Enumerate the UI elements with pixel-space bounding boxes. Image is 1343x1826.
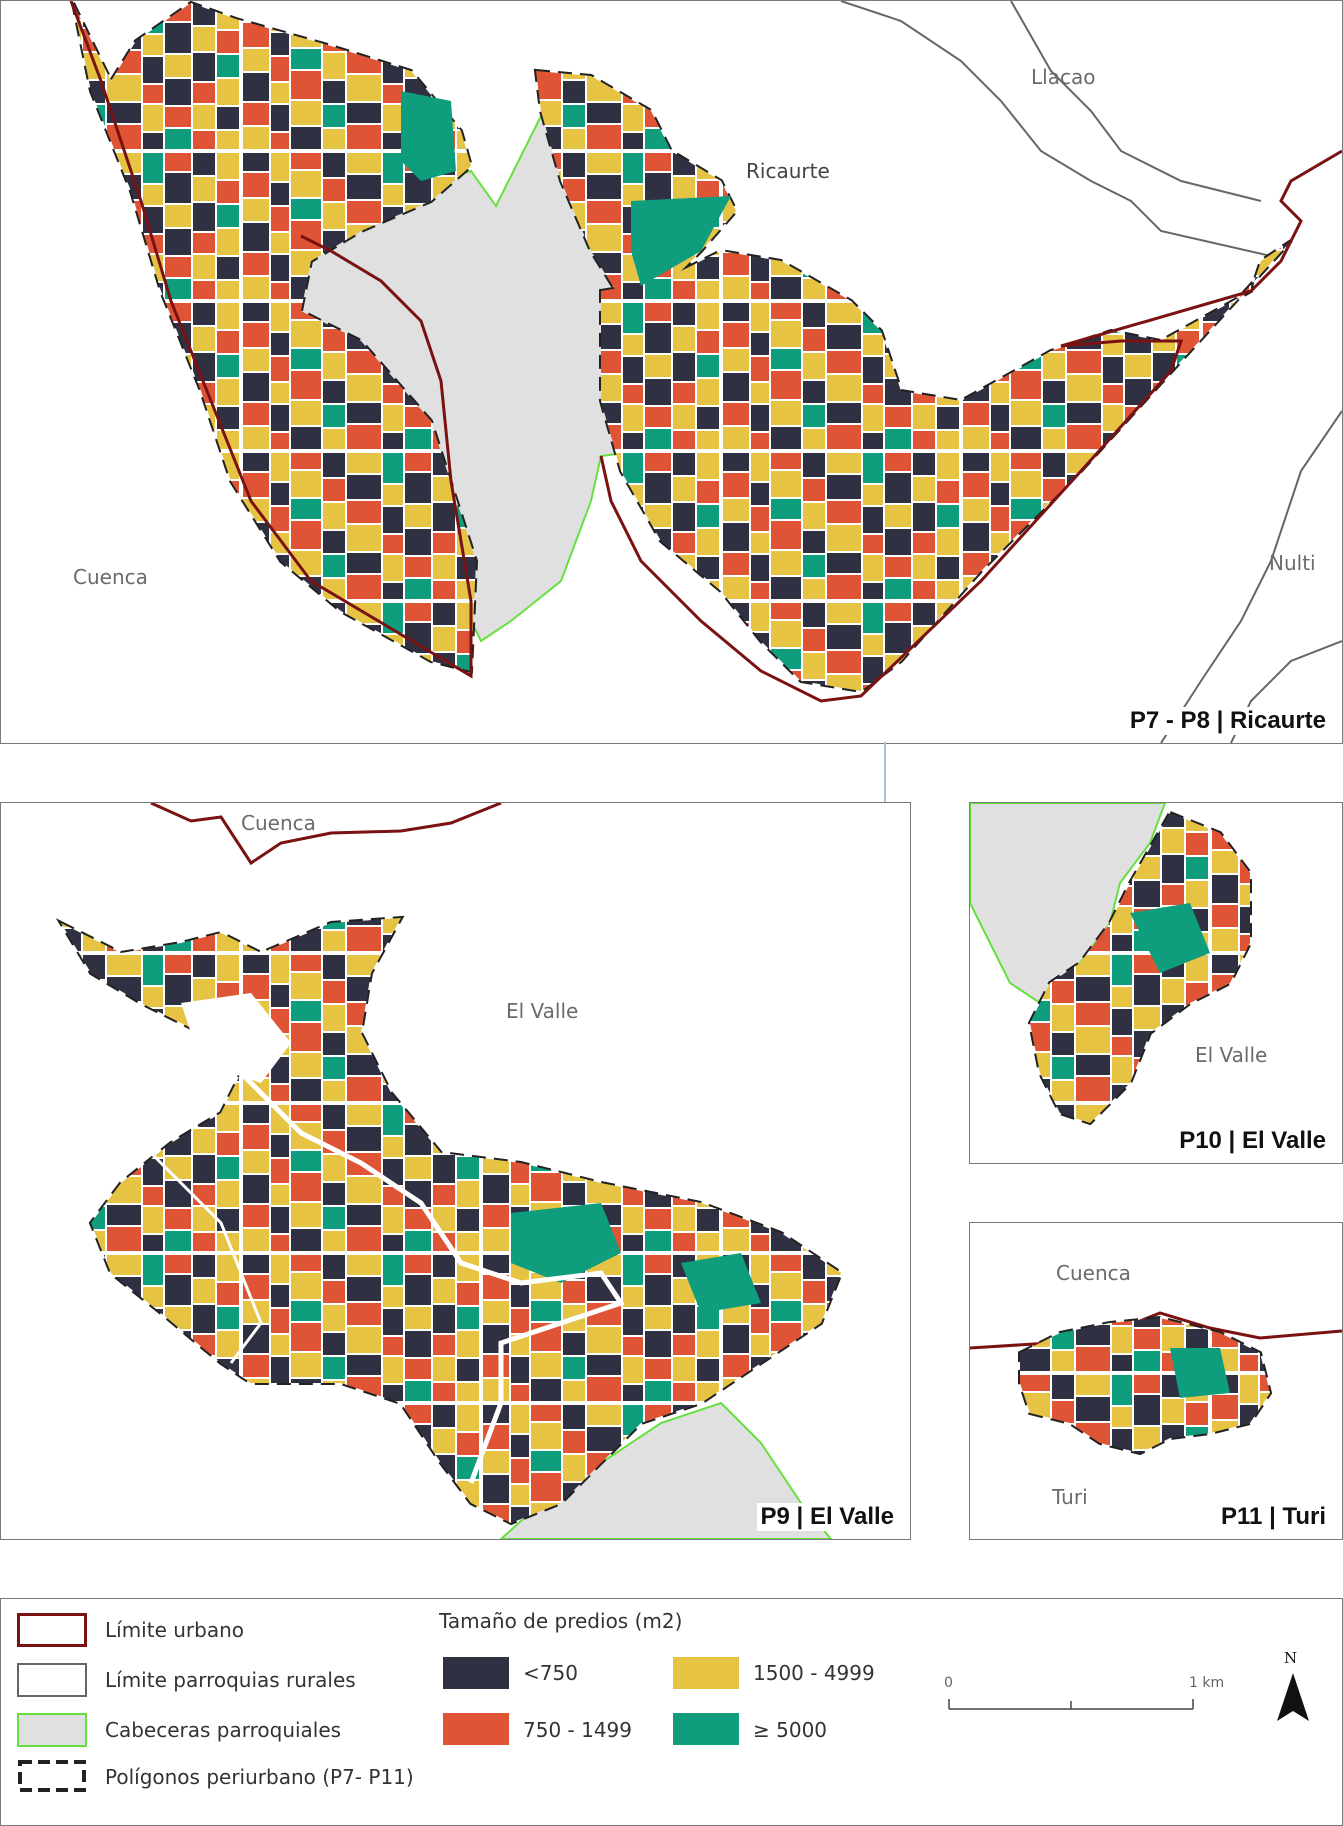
- parcel-mosaic: [73, 3, 1291, 691]
- label-cuenca: Cuenca: [1056, 1261, 1131, 1285]
- large-parcel: [681, 1253, 761, 1313]
- panel-title-p10: P10 | El Valle: [1175, 1127, 1330, 1155]
- map-panel-p7-p8: Llacao Ricaurte Cuenca Nulti P7 - P8 | R…: [0, 0, 1343, 744]
- panel-title-p7-p8: P7 - P8 | Ricaurte: [1125, 707, 1330, 735]
- size-label-gte5000: ≥ 5000: [753, 1718, 828, 1742]
- scale-label-start: 0: [944, 1675, 953, 1691]
- panel-title-p11: P11 | Turi: [1217, 1503, 1330, 1531]
- parish-head-area: [499, 1401, 833, 1539]
- legend-label-urban-limit: Límite urbano: [105, 1618, 245, 1642]
- large-parcel: [511, 1203, 621, 1283]
- size-label-1500-4999: 1500 - 4999: [753, 1661, 875, 1685]
- size-swatch-gte5000: [673, 1713, 739, 1745]
- size-swatch-750-1499: [443, 1713, 509, 1745]
- north-label: N: [1284, 1649, 1298, 1667]
- size-label-750-1499: 750 - 1499: [523, 1718, 633, 1742]
- urban-limit-swatch: [17, 1613, 87, 1647]
- large-parcel: [631, 196, 731, 286]
- legend-size-title: Tamaño de predios (m2): [439, 1609, 683, 1633]
- map-panel-p10: El Valle P10 | El Valle: [969, 802, 1343, 1164]
- rural-parish-boundary: [1010, 1, 1262, 202]
- size-label-lt750: <750: [523, 1661, 578, 1685]
- label-cuenca: Cuenca: [73, 565, 148, 589]
- legend-label-periurban: Polígonos periurbano (P7- P11): [105, 1765, 414, 1789]
- urban-limit-line: [599, 149, 1342, 703]
- map-elvalle-p9-canvas: [55, 803, 844, 1539]
- urban-limit-line: [150, 803, 502, 866]
- parish-head-swatch: [17, 1713, 87, 1747]
- road: [149, 1151, 263, 1364]
- rural-parish-swatch: [17, 1663, 87, 1697]
- map-elvalle-p10-canvas: [970, 803, 1252, 1126]
- label-llacao: Llacao: [1031, 65, 1096, 89]
- map-panel-p11: Cuenca Turi P11 | Turi: [969, 1222, 1343, 1540]
- label-el-valle: El Valle: [506, 999, 579, 1023]
- map-legend: Límite urbano Límite parroquias rurales …: [0, 1598, 1343, 1826]
- legend-label-rural-parish: Límite parroquias rurales: [105, 1668, 356, 1692]
- label-el-valle: El Valle: [1195, 1043, 1268, 1067]
- periurban-polygon-swatch: [18, 1760, 86, 1792]
- panel-title-p9: P9 | El Valle: [756, 1503, 898, 1531]
- label-nulti: Nulti: [1269, 551, 1316, 575]
- label-ricaurte: Ricaurte: [746, 159, 830, 183]
- scale-label-end: 1 km: [1189, 1675, 1225, 1691]
- panel-connector: [884, 742, 886, 802]
- unparcelled-area: [181, 993, 291, 1083]
- parcel-mosaic: [61, 918, 841, 1523]
- large-parcel: [1170, 1348, 1230, 1398]
- map-panel-p9: Cuenca El Valle P9 | El Valle: [0, 802, 911, 1540]
- road: [239, 1071, 625, 1484]
- rural-parish-boundary: [840, 1, 1272, 257]
- large-parcel: [401, 91, 456, 181]
- label-cuenca: Cuenca: [241, 811, 316, 835]
- size-swatch-lt750: [443, 1657, 509, 1689]
- legend-label-parish-head: Cabeceras parroquiales: [105, 1718, 342, 1742]
- scale-bar: [948, 1699, 1194, 1710]
- map-turi-canvas: [970, 1311, 1342, 1456]
- rural-parish-boundary: [1160, 410, 1342, 743]
- urban-limit-line: [69, 1, 473, 679]
- north-arrow-icon: [1277, 1673, 1309, 1721]
- large-parcel: [1130, 903, 1210, 973]
- map-ricaurte-canvas: [69, 1, 1342, 743]
- size-swatch-1500-4999: [673, 1657, 739, 1689]
- parcel-mosaic: [1020, 1318, 1270, 1453]
- label-turi: Turi: [1052, 1485, 1088, 1509]
